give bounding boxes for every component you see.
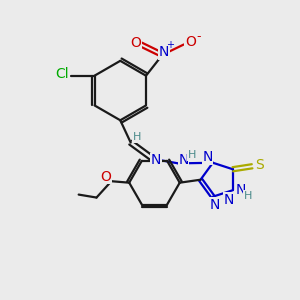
Text: O: O: [100, 170, 111, 184]
Text: H: H: [244, 190, 252, 201]
Text: O: O: [130, 36, 141, 50]
Text: N: N: [209, 198, 220, 212]
Text: N: N: [178, 153, 189, 167]
Text: H: H: [188, 150, 196, 160]
Text: N: N: [202, 150, 213, 164]
Text: +: +: [167, 40, 174, 50]
Text: O: O: [185, 34, 196, 49]
Text: Cl: Cl: [56, 67, 69, 81]
Text: H: H: [133, 132, 141, 142]
Text: S: S: [255, 158, 264, 172]
Text: N: N: [224, 193, 234, 207]
Text: N: N: [159, 45, 169, 59]
Text: N: N: [236, 183, 246, 197]
Text: -: -: [196, 30, 201, 43]
Text: N: N: [151, 153, 161, 167]
